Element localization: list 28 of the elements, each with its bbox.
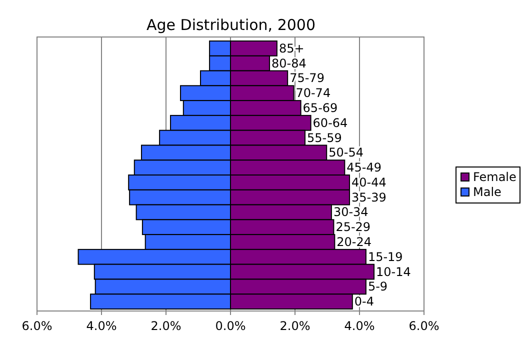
y-tick-label: 85+ — [278, 41, 304, 56]
y-tick-label: 50-54 — [328, 146, 364, 160]
y-tick-label: 80-84 — [272, 56, 306, 70]
x-tick-label: 6.0% — [22, 319, 52, 333]
legend-label: Male — [473, 185, 502, 199]
x-tick-label: 6.0% — [408, 319, 440, 333]
y-tick-label: 55-59 — [306, 130, 342, 145]
x-tick-label: 2.0% — [280, 319, 310, 333]
y-tick-label: 65-69 — [302, 101, 338, 115]
x-tick-label: 2.0% — [150, 319, 182, 333]
y-tick-label: 45-49 — [346, 160, 382, 175]
chart-title: Age Distribution, 2000 — [146, 16, 316, 34]
y-tick-label: 75-79 — [290, 71, 324, 86]
y-tick-label: 20-24 — [336, 235, 372, 249]
y-tick-label: 30-34 — [333, 205, 368, 220]
y-tick-label: 70-74 — [296, 86, 331, 100]
y-tick-label: 60-64 — [312, 116, 348, 130]
y-tick-label: 35-39 — [352, 190, 386, 204]
y-tick-label: 5-9 — [368, 280, 388, 294]
y-tick-label: 25-29 — [336, 220, 371, 234]
y-tick-label: 10-14 — [376, 264, 411, 279]
x-tick-label: 4.0% — [86, 319, 117, 333]
x-tick-label: 4.0% — [344, 319, 375, 333]
y-tick-label: 0-4 — [354, 294, 374, 309]
x-tick-label: 0.0% — [215, 319, 246, 333]
legend-label: Female — [473, 170, 516, 184]
y-tick-label: 15-19 — [368, 250, 403, 264]
y-tick-label: 40-44 — [352, 175, 386, 190]
